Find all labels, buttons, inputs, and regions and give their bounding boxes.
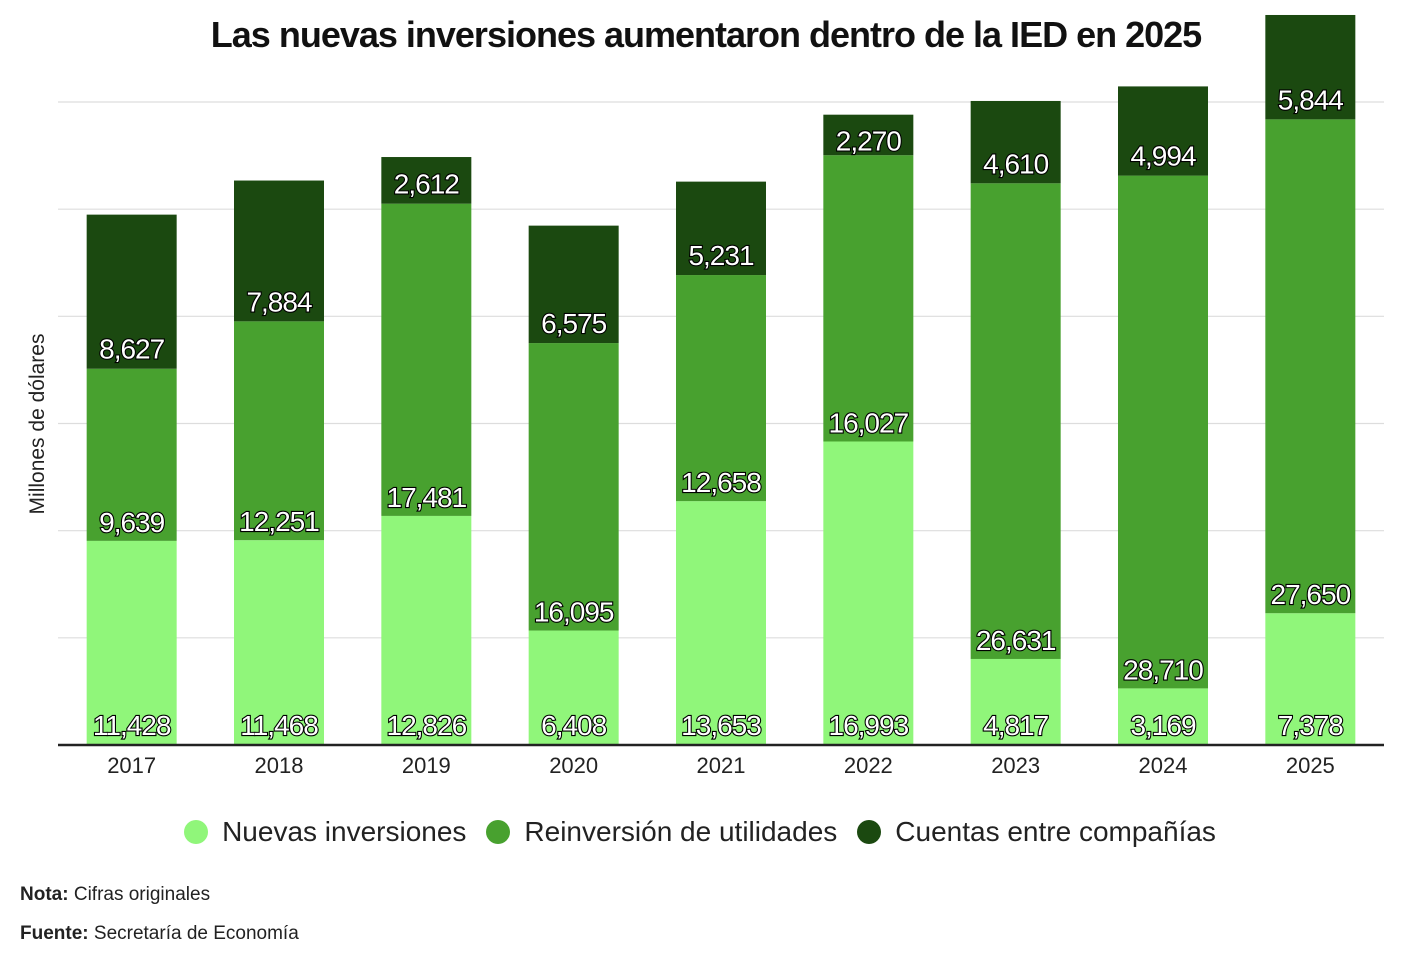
bar-segment-2018-1 — [234, 540, 324, 745]
bar-segment-2017-3 — [86, 214, 177, 369]
bar-segment-2023-2 — [970, 183, 1061, 659]
data-label-2017-1: 11,428 — [93, 710, 171, 741]
bar-segment-2021-2 — [676, 275, 766, 502]
bar-segment-2019-3 — [381, 157, 472, 204]
bar-segment-2023-1 — [970, 658, 1061, 745]
bar-segment-2020-3 — [528, 225, 619, 344]
legend-item-reinversion[interactable]: Reinversión de utilidades — [486, 816, 837, 848]
data-label-2025-1: 7,378 — [1278, 710, 1343, 741]
note-line: Nota: Cifras originales — [20, 884, 210, 906]
x-tick-label: 2025 — [1286, 753, 1335, 778]
bar-segment-2019-2 — [381, 203, 472, 516]
x-tick-label: 2018 — [255, 753, 304, 778]
data-label-2021-1: 13,653 — [681, 710, 761, 741]
data-label-2019-1: 12,826 — [387, 710, 467, 741]
bar-segment-2023-3 — [970, 100, 1061, 184]
x-tick-label: 2020 — [549, 753, 598, 778]
bar-segment-2022-1 — [823, 441, 914, 745]
x-tick-label: 2024 — [1139, 753, 1188, 778]
bar-segment-2017-1 — [86, 540, 177, 745]
note-text: Cifras originales — [73, 884, 211, 905]
note-label: Nota: — [20, 884, 69, 905]
bar-segment-2017-2 — [86, 368, 177, 541]
data-label-2020-3: 6,575 — [541, 308, 606, 339]
bar-segment-2024-1 — [1118, 688, 1208, 745]
y-axis-label: Millones de dólares — [26, 334, 49, 515]
legend-item-nuevas-inversiones[interactable]: Nuevas inversiones — [184, 816, 466, 848]
legend-swatch-cuentas — [857, 820, 882, 844]
bar-segment-2022-2 — [823, 155, 914, 442]
data-label-2024-1: 3,169 — [1130, 710, 1195, 741]
bar-segment-2021-3 — [676, 181, 766, 276]
legend: Nuevas inversiones Reinversión de utilid… — [0, 816, 1400, 848]
data-label-2024-3: 4,994 — [1130, 141, 1195, 172]
bar-segment-2022-3 — [823, 114, 914, 156]
data-label-2022-3: 2,270 — [836, 126, 901, 157]
source-label: Fuente: — [20, 923, 89, 944]
legend-item-cuentas[interactable]: Cuentas entre compañías — [857, 816, 1216, 848]
bar-segment-2025-3 — [1265, 14, 1356, 120]
data-label-2023-1: 4,817 — [983, 710, 1048, 741]
x-tick-label: 2019 — [402, 753, 451, 778]
data-label-2023-3: 4,610 — [983, 148, 1048, 179]
data-label-2020-1: 6,408 — [541, 710, 606, 741]
bar-segment-2020-1 — [528, 630, 619, 745]
legend-swatch-nuevas — [184, 820, 209, 844]
bar-segment-2018-2 — [234, 321, 324, 541]
legend-label-reinversion: Reinversión de utilidades — [524, 816, 838, 847]
bar-segment-2021-1 — [676, 501, 766, 745]
data-label-2020-2: 16,095 — [534, 597, 614, 628]
x-tick-label: 2021 — [697, 753, 746, 778]
data-label-2018-2: 12,251 — [239, 506, 319, 537]
data-label-2025-3: 5,844 — [1278, 84, 1343, 115]
legend-swatch-reinversion — [486, 820, 511, 844]
data-label-2017-3: 8,627 — [99, 334, 164, 365]
data-label-2019-2: 17,481 — [387, 482, 467, 513]
data-label-2022-2: 16,027 — [829, 407, 909, 438]
data-label-2023-2: 26,631 — [976, 625, 1056, 656]
legend-label-nuevas: Nuevas inversiones — [222, 816, 467, 847]
bar-segment-2020-2 — [528, 343, 619, 631]
source-line: Fuente: Secretaría de Economía — [20, 923, 299, 945]
data-label-2021-2: 12,658 — [681, 467, 761, 498]
data-label-2021-3: 5,231 — [688, 240, 753, 271]
x-tick-label: 2017 — [107, 753, 156, 778]
bar-segment-2025-2 — [1265, 119, 1356, 614]
data-label-2017-2: 9,639 — [99, 507, 164, 538]
bar-segment-2025-1 — [1265, 613, 1356, 745]
bar-segment-2024-2 — [1118, 175, 1208, 689]
data-label-2022-1: 16,993 — [829, 710, 909, 741]
chart-title: Las nuevas inversiones aumentaron dentro… — [210, 14, 1202, 55]
source-text: Secretaría de Economía — [93, 923, 299, 944]
x-tick-label: 2022 — [844, 753, 893, 778]
bar-segment-2024-3 — [1118, 86, 1208, 176]
x-tick-label: 2023 — [991, 753, 1040, 778]
legend-label-cuentas: Cuentas entre compañías — [895, 816, 1216, 847]
data-label-2025-2: 27,650 — [1271, 579, 1351, 610]
data-label-2018-1: 11,468 — [240, 710, 318, 741]
bar-segment-2019-1 — [381, 515, 472, 745]
data-label-2019-3: 2,612 — [394, 169, 459, 200]
data-label-2018-3: 7,884 — [246, 286, 311, 317]
bar-segment-2018-3 — [234, 180, 324, 322]
data-label-2024-2: 28,710 — [1123, 654, 1203, 685]
